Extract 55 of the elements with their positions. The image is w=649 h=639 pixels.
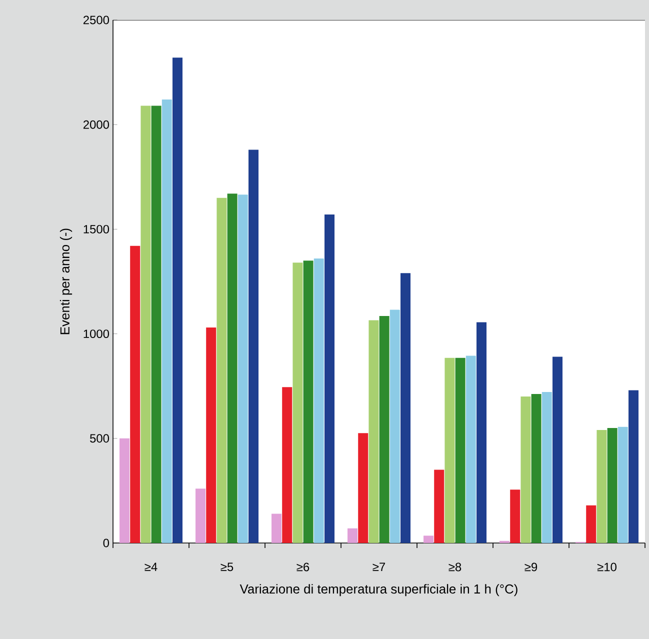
bar (542, 392, 552, 543)
bar (455, 358, 466, 543)
bar (531, 394, 542, 543)
bar (303, 260, 314, 543)
bar (314, 258, 324, 543)
bar (151, 106, 162, 543)
bar (358, 433, 368, 543)
x-tick-label: ≥10 (597, 562, 616, 572)
y-tick-label: 500 (90, 434, 110, 443)
bar (368, 320, 379, 543)
bar (618, 426, 628, 543)
bar (434, 470, 444, 543)
bar (216, 198, 227, 543)
bar (130, 246, 140, 543)
bar (120, 438, 130, 543)
bar (162, 99, 172, 543)
x-tick-label: ≥8 (448, 562, 462, 572)
bar (390, 310, 400, 543)
bar (238, 194, 248, 543)
bar (379, 316, 390, 543)
bar (324, 214, 335, 543)
bar (628, 390, 639, 543)
bar (172, 58, 182, 543)
bar (282, 387, 292, 543)
x-tick-label: ≥7 (372, 562, 386, 571)
bar (444, 358, 455, 543)
bar (227, 194, 238, 543)
bar (248, 150, 259, 543)
bar (140, 106, 151, 543)
y-tick-label: 1500 (84, 224, 110, 234)
x-tick-label: ≥5 (220, 562, 234, 572)
bar (586, 505, 596, 543)
bar (607, 428, 618, 543)
bar (272, 514, 282, 543)
y-axis-title: Eventi per anno (-) (60, 228, 72, 334)
bar (400, 273, 411, 543)
bar (476, 322, 487, 543)
y-tick-label: 2000 (83, 120, 110, 129)
bar (424, 536, 434, 543)
y-tick-label: 1000 (84, 330, 110, 338)
bar (466, 356, 476, 543)
bar (292, 262, 303, 543)
bar (348, 528, 358, 543)
y-tick-label: 2500 (83, 16, 110, 24)
bar (552, 356, 563, 543)
bar (206, 328, 216, 543)
bar (596, 430, 607, 543)
x-tick-label: ≥4 (144, 562, 158, 571)
x-axis-title: Variazione di temperatura superficiale in 1 h (°C) (240, 584, 518, 596)
bar (510, 490, 520, 543)
y-tick-label: 0 (103, 538, 110, 548)
x-tick-label: ≥6 (296, 562, 310, 572)
bar (520, 396, 531, 543)
x-tick-label: ≥9 (524, 562, 538, 572)
bar (196, 488, 206, 543)
